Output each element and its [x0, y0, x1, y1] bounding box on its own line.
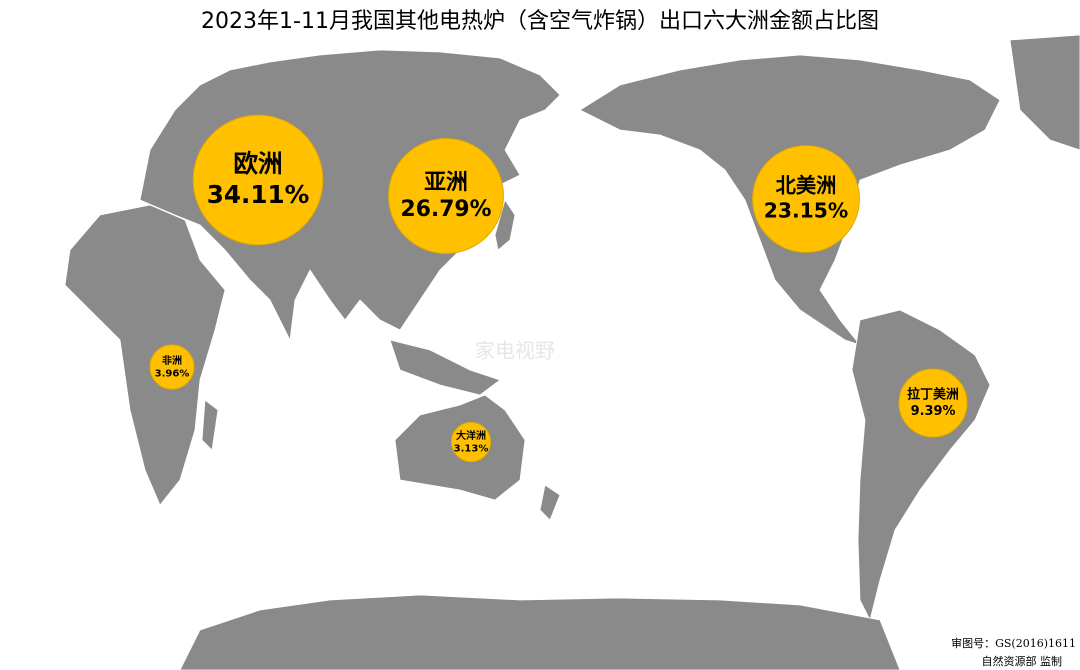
- bubble-value: 3.13%: [454, 444, 489, 455]
- credit: 自然资源部 监制: [982, 654, 1063, 668]
- bubble: [450, 421, 492, 463]
- bubble-name: 拉丁美洲: [907, 387, 959, 403]
- bubble-name: 非洲: [162, 354, 182, 367]
- bubble-value: 26.79%: [401, 197, 492, 222]
- bubble-name: 亚洲: [424, 170, 468, 195]
- bubble-value: 3.96%: [155, 369, 190, 380]
- bubble: [388, 138, 504, 254]
- bubble-name: 大洋洲: [456, 429, 486, 442]
- bubble-value: 9.39%: [911, 404, 956, 419]
- watermark: 家电视野: [475, 339, 555, 363]
- chart-title: 2023年1-11月我国其他电热炉（含空气炸锅）出口六大洲金额占比图: [201, 9, 879, 34]
- bubble: [752, 145, 860, 253]
- credit: 审图号：GS(2016)1611: [951, 636, 1076, 650]
- bubble: [149, 344, 195, 390]
- bubble: [192, 114, 324, 246]
- bubble: [898, 368, 968, 438]
- bubble-name: 北美洲: [776, 173, 837, 197]
- bubble-name: 欧洲: [233, 149, 282, 178]
- bubble-value: 34.11%: [207, 180, 310, 209]
- bubble-value: 23.15%: [764, 199, 848, 223]
